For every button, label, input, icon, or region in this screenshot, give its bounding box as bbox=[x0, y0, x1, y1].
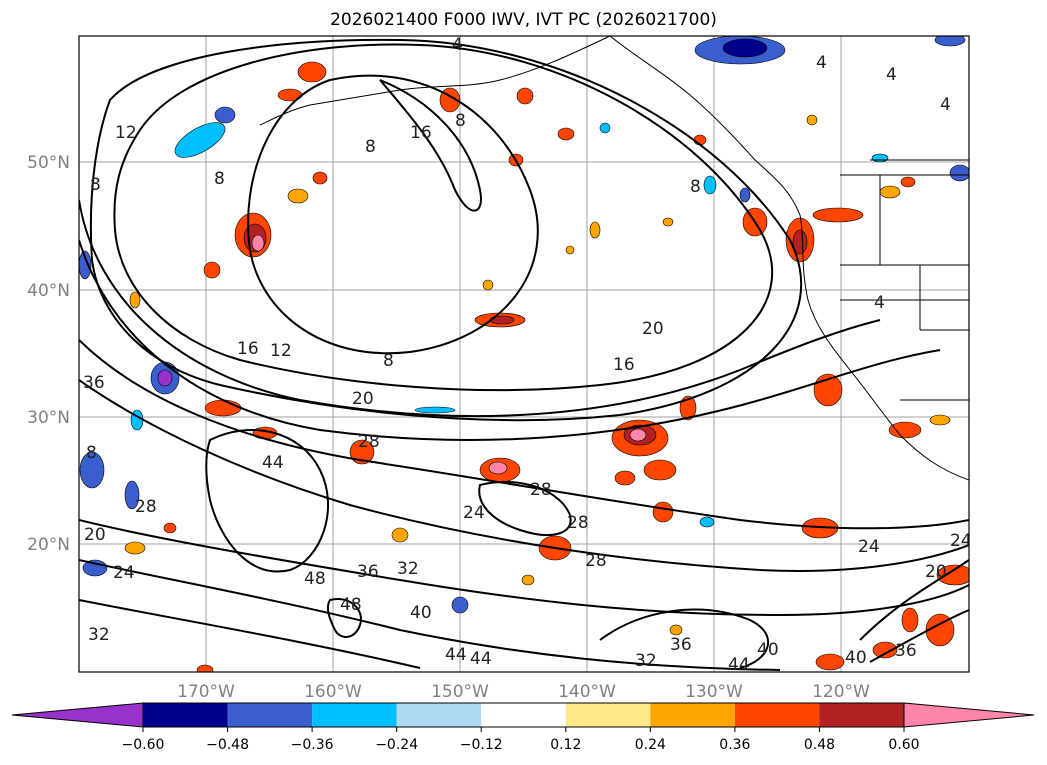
contour-label: 48 bbox=[304, 569, 326, 589]
contour-label: 4 bbox=[886, 65, 897, 85]
contour-label: 8 bbox=[90, 175, 101, 195]
contour-label: 28 bbox=[135, 497, 157, 517]
contour-label: 28 bbox=[585, 551, 607, 571]
contour-label: 4 bbox=[874, 293, 885, 313]
contour-label: 20 bbox=[642, 319, 664, 339]
contour-label: 4 bbox=[452, 35, 463, 55]
colorbar-extend-high bbox=[903, 702, 1035, 728]
colorbar-segment bbox=[650, 703, 735, 727]
colorbar-segment bbox=[734, 703, 820, 727]
map-title: 2026021400 F000 IWV, IVT PC (2026021700) bbox=[330, 10, 717, 30]
contour-label: 44 bbox=[262, 453, 284, 473]
colorbar-extend-low bbox=[11, 702, 144, 728]
coastlines bbox=[259, 36, 969, 481]
contour-label: 48 bbox=[340, 595, 362, 615]
contour-label: 20 bbox=[925, 562, 947, 582]
iwv-contours bbox=[79, 38, 969, 671]
contour-label: 20 bbox=[352, 389, 374, 409]
lon-label-130w: 130°W bbox=[685, 682, 743, 702]
colorbar-tick-label: 0.12 bbox=[550, 737, 581, 753]
contour-label: 36 bbox=[670, 635, 692, 655]
colorbar-segment bbox=[143, 703, 228, 727]
contour-label: 16 bbox=[237, 339, 259, 359]
contour-label: 40 bbox=[757, 640, 779, 660]
colorbar-tick-label: 0.48 bbox=[804, 737, 835, 753]
contour-label: 8 bbox=[365, 137, 376, 157]
contour-label: 36 bbox=[895, 641, 917, 661]
contour-label: 4 bbox=[816, 53, 827, 73]
lon-label-140w: 140°W bbox=[558, 682, 616, 702]
contour-label: 32 bbox=[88, 625, 110, 645]
lat-label-40n: 40°N bbox=[27, 281, 70, 301]
lat-label-30n: 30°N bbox=[27, 408, 70, 428]
contour-label: 24 bbox=[113, 563, 135, 583]
ivt-anomaly-fills bbox=[79, 36, 969, 672]
colorbar: −0.60 −0.48 −0.36 −0.24 −0.12 0.12 0.24 0.36 0.4… bbox=[11, 702, 1035, 753]
colorbar-tick-label: −0.60 bbox=[122, 737, 165, 753]
contour-label: 44 bbox=[470, 649, 492, 669]
colorbar-tick-label: −0.36 bbox=[291, 737, 334, 753]
lon-label-170w: 170°W bbox=[177, 682, 235, 702]
lat-label-50n: 50°N bbox=[27, 153, 70, 173]
contour-label: 24 bbox=[950, 531, 972, 551]
contour-label: 8 bbox=[86, 443, 97, 463]
lon-label-150w: 150°W bbox=[431, 682, 489, 702]
colorbar-segment bbox=[227, 703, 313, 727]
lon-label-160w: 160°W bbox=[304, 682, 362, 702]
colorbar-tick-label: 0.36 bbox=[719, 737, 750, 753]
contour-label: 44 bbox=[445, 645, 467, 665]
contour-label: 24 bbox=[858, 537, 880, 557]
lon-label-120w: 120°W bbox=[812, 682, 870, 702]
colorbar-segment bbox=[481, 703, 566, 727]
colorbar-segment bbox=[565, 703, 651, 727]
colorbar-segment bbox=[819, 703, 904, 727]
contour-label: 28 bbox=[358, 432, 380, 452]
contour-label: 8 bbox=[455, 111, 466, 131]
contour-label: 40 bbox=[845, 648, 867, 668]
colorbar-tick-label: −0.24 bbox=[375, 737, 418, 753]
contour-label: 24 bbox=[463, 503, 485, 523]
contour-label: 28 bbox=[530, 480, 552, 500]
colorbar-outline bbox=[142, 702, 905, 728]
contour-label: 44 bbox=[728, 655, 750, 675]
latitude-labels: 50°N 40°N 30°N 20°N bbox=[27, 153, 70, 555]
colorbar-tick-label: 0.60 bbox=[888, 737, 919, 753]
colorbar-tick-label: 0.24 bbox=[635, 737, 666, 753]
contour-label: 4 bbox=[940, 95, 951, 115]
contour-label: 40 bbox=[410, 603, 432, 623]
colorbar-tick-label: −0.12 bbox=[460, 737, 503, 753]
contour-label: 8 bbox=[214, 169, 225, 189]
contour-label: 36 bbox=[357, 562, 379, 582]
colorbar-segment bbox=[312, 703, 397, 727]
longitude-labels: 170°W 160°W 150°W 140°W 130°W 120°W bbox=[177, 682, 870, 702]
contour-label: 32 bbox=[397, 559, 419, 579]
contour-label: 16 bbox=[410, 123, 432, 143]
contour-label: 12 bbox=[270, 341, 292, 361]
contour-label: 32 bbox=[635, 651, 657, 671]
contour-label: 20 bbox=[84, 525, 106, 545]
contour-label: 36 bbox=[83, 373, 105, 393]
contour-labels: 4 12 8 16 8 8 8 16 12 8 20 16 20 28 44 2… bbox=[83, 35, 972, 675]
contour-label: 12 bbox=[115, 123, 137, 143]
contour-label: 28 bbox=[567, 513, 589, 533]
contour-label: 8 bbox=[383, 351, 394, 371]
contour-label: 16 bbox=[613, 355, 635, 375]
colorbar-tick-label: −0.48 bbox=[206, 737, 249, 753]
contour-label: 8 bbox=[690, 177, 701, 197]
lat-label-20n: 20°N bbox=[27, 535, 70, 555]
colorbar-segment bbox=[396, 703, 482, 727]
map-frame bbox=[78, 35, 970, 673]
